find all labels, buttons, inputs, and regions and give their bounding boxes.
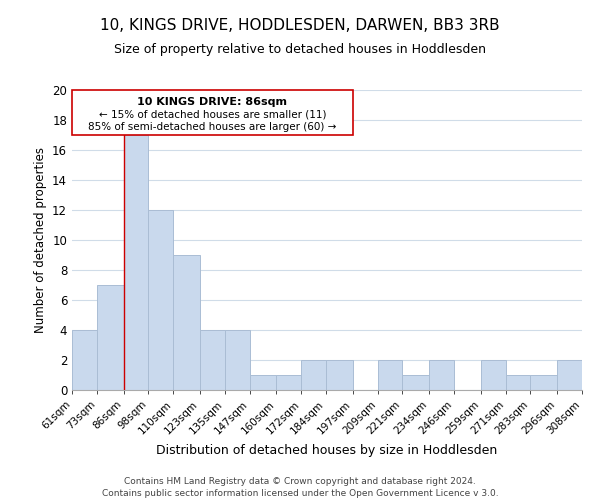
Bar: [481, 360, 506, 390]
Bar: [429, 360, 454, 390]
Y-axis label: Number of detached properties: Number of detached properties: [34, 147, 47, 333]
Bar: [72, 330, 97, 390]
Text: Contains public sector information licensed under the Open Government Licence v : Contains public sector information licen…: [101, 489, 499, 498]
Text: 85% of semi-detached houses are larger (60) →: 85% of semi-detached houses are larger (…: [88, 122, 337, 132]
Bar: [506, 375, 530, 390]
Text: Contains HM Land Registry data © Crown copyright and database right 2024.: Contains HM Land Registry data © Crown c…: [124, 478, 476, 486]
Text: 10 KINGS DRIVE: 86sqm: 10 KINGS DRIVE: 86sqm: [137, 97, 287, 107]
Bar: [250, 375, 277, 390]
Bar: [148, 210, 173, 390]
Bar: [200, 330, 225, 390]
Bar: [557, 360, 582, 390]
Bar: [173, 255, 200, 390]
X-axis label: Distribution of detached houses by size in Hoddlesden: Distribution of detached houses by size …: [157, 444, 497, 457]
Bar: [403, 375, 429, 390]
Text: Size of property relative to detached houses in Hoddlesden: Size of property relative to detached ho…: [114, 42, 486, 56]
Bar: [530, 375, 557, 390]
Text: 10, KINGS DRIVE, HODDLESDEN, DARWEN, BB3 3RB: 10, KINGS DRIVE, HODDLESDEN, DARWEN, BB3…: [100, 18, 500, 32]
Bar: [124, 135, 148, 390]
Bar: [277, 375, 301, 390]
Bar: [97, 285, 124, 390]
FancyBboxPatch shape: [72, 90, 353, 135]
Bar: [377, 360, 403, 390]
Bar: [326, 360, 353, 390]
Bar: [301, 360, 326, 390]
Bar: [225, 330, 250, 390]
Text: ← 15% of detached houses are smaller (11): ← 15% of detached houses are smaller (11…: [98, 110, 326, 120]
